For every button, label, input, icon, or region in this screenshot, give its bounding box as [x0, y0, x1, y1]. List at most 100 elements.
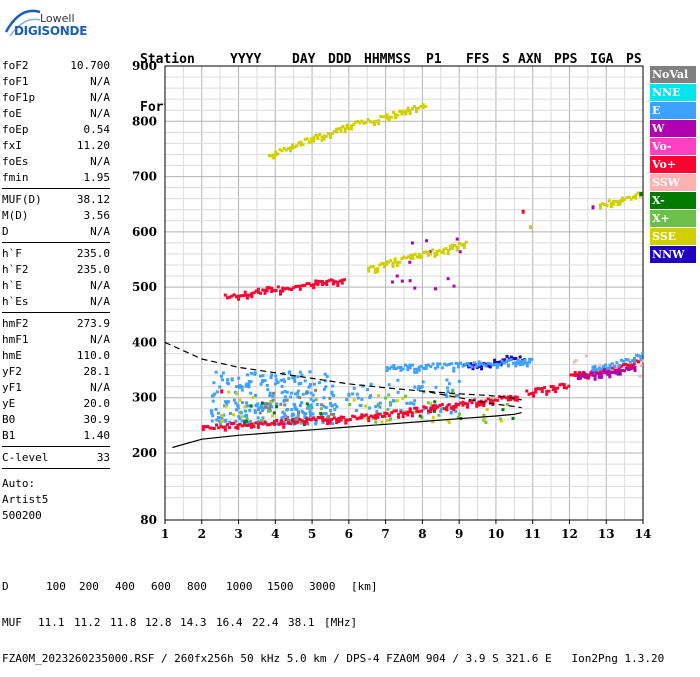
echo-point — [573, 374, 577, 377]
param-value: 11.20 — [76, 139, 110, 152]
echo-point — [384, 260, 388, 264]
echo-point — [243, 293, 247, 297]
echo-point — [272, 156, 276, 160]
echo-point — [276, 380, 280, 384]
echo-point — [455, 245, 459, 249]
footer-row-value: 14.3 — [180, 616, 207, 629]
echo-point — [629, 197, 633, 201]
echo-point — [395, 274, 399, 278]
echo-point — [618, 202, 622, 206]
param-row: foEs N/A — [2, 154, 110, 170]
echo-point — [305, 402, 309, 406]
param-name: yF1 — [2, 381, 22, 394]
echo-point — [639, 192, 643, 197]
echo-point — [464, 240, 468, 244]
echo-point — [415, 409, 419, 413]
echo-point — [567, 384, 571, 388]
echo-point — [512, 357, 516, 360]
echo-point — [254, 411, 257, 415]
echo-point — [400, 256, 404, 260]
echo-point — [325, 283, 329, 286]
footer-row-value: 1500 — [267, 580, 294, 593]
param-divider — [2, 188, 110, 189]
echo-point — [595, 371, 599, 375]
echo-point — [514, 361, 518, 365]
echo-point — [337, 416, 341, 420]
echo-point — [329, 402, 333, 405]
echo-point — [323, 418, 327, 422]
echo-point — [297, 382, 301, 386]
echo-point — [408, 109, 412, 113]
echo-point — [391, 280, 394, 284]
echo-point — [451, 246, 455, 250]
echo-point — [293, 405, 297, 409]
echo-point — [270, 289, 274, 293]
echo-point — [438, 403, 442, 407]
echo-point — [503, 358, 507, 362]
echo-point — [201, 428, 205, 432]
y-tick-label: 600 — [132, 225, 157, 239]
echo-point — [378, 412, 382, 416]
legend-item-noval: NoVal — [650, 66, 696, 83]
echo-point — [411, 256, 415, 260]
echo-point — [279, 378, 283, 382]
echo-point — [352, 398, 356, 402]
echo-point — [638, 374, 642, 378]
echo-point — [556, 386, 560, 390]
echo-point — [275, 422, 279, 426]
echo-point — [607, 199, 611, 203]
echo-point — [351, 414, 355, 418]
echo-point — [562, 386, 566, 390]
echo-point — [385, 113, 389, 117]
echo-point — [614, 200, 618, 203]
echo-point — [387, 414, 391, 418]
echo-point — [296, 395, 300, 399]
echo-point — [286, 415, 290, 419]
echo-point — [431, 407, 435, 411]
echo-point — [578, 373, 582, 377]
echo-point — [442, 248, 446, 252]
logo-line1: Lowell — [40, 12, 75, 25]
echo-point — [593, 377, 597, 381]
echo-point — [501, 408, 505, 412]
echo-point — [484, 420, 488, 424]
echo-point — [331, 282, 335, 286]
echo-cloud-6 — [391, 237, 462, 291]
echo-point — [395, 261, 399, 265]
echo-point — [598, 203, 602, 207]
echo-point — [602, 368, 605, 372]
param-divider — [2, 242, 110, 243]
x-tick-label: 8 — [418, 527, 426, 541]
echo-point — [311, 412, 315, 416]
echo-point — [527, 392, 531, 396]
echo-point — [433, 400, 437, 404]
echo-point — [323, 372, 327, 376]
echo-point — [314, 133, 318, 137]
echo-point — [270, 400, 274, 404]
echo-point — [401, 396, 405, 400]
echo-point — [238, 417, 242, 421]
param-name: yF2 — [2, 365, 22, 378]
param-value: 235.0 — [76, 247, 110, 260]
echo-point — [623, 198, 627, 201]
echo-point — [608, 366, 612, 370]
echo-point — [422, 251, 426, 255]
echo-point — [290, 288, 293, 291]
echo-trace-9 — [591, 351, 645, 372]
echo-point — [377, 122, 381, 126]
echo-point — [427, 401, 430, 405]
echo-point — [408, 363, 412, 367]
echo-point — [249, 380, 253, 384]
echo-point — [330, 392, 334, 396]
param-value: N/A — [90, 225, 110, 238]
echo-point — [298, 418, 302, 421]
echo-point — [345, 126, 349, 130]
y-tick-label: 900 — [132, 59, 157, 73]
echo-point — [270, 405, 274, 409]
echo-point — [565, 386, 568, 390]
echo-point — [241, 294, 245, 298]
echo-point — [210, 419, 214, 423]
echo-point — [348, 418, 352, 421]
echo-point — [593, 374, 597, 378]
echo-point — [221, 371, 225, 375]
